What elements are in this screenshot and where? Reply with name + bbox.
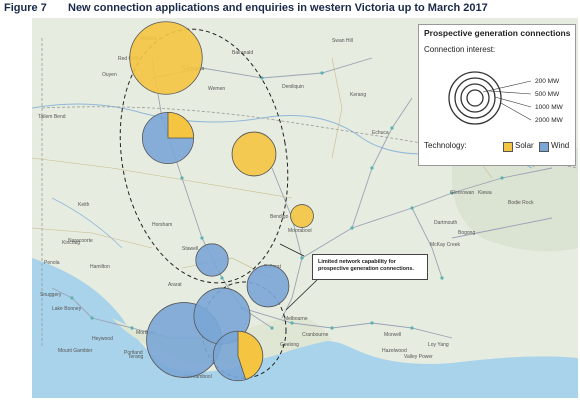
place-label: Bendigo [270, 214, 289, 220]
legend: Prospective generation connections Conne… [418, 24, 576, 166]
legend-solar-label: Solar [515, 141, 534, 150]
place-label: Keith [78, 202, 90, 208]
place-label: Stawell [182, 246, 198, 252]
legend-circle-2000 [448, 71, 502, 125]
legend-subtitle: Connection interest: [424, 45, 496, 54]
place-label: Swan Hill [332, 38, 353, 44]
place-label: Lake Bonney [52, 306, 82, 312]
figure-number: Figure 7 [4, 2, 47, 14]
place-label: Valley Power [404, 354, 433, 360]
legend-size-2000: 2000 MW [535, 117, 563, 124]
map-canvas: MilduraOuyenSwan HillKerangEchucaSheppar… [32, 21, 578, 398]
place-label: Ouyen [102, 72, 117, 78]
figure-title: Figure 7 New connection applications and … [4, 2, 488, 18]
place-label: McKay Creek [430, 242, 461, 248]
connection-bubbles [129, 21, 314, 382]
place-label: Tailem Bend [38, 114, 66, 120]
callout-arrow-north [279, 243, 305, 257]
solar-connection-bubble [231, 131, 277, 177]
ocean [32, 258, 578, 398]
legend-size-1000: 1000 MW [535, 104, 563, 111]
place-label: Red Cliffs [118, 56, 140, 62]
legend-wind-label: Wind [551, 141, 570, 150]
place-label: Snuggery [40, 292, 62, 298]
legend-size-circles [448, 71, 532, 125]
place-label: Wemen [208, 86, 225, 92]
place-label: Hazelwood [382, 348, 407, 354]
place-label: Loy Yang [428, 342, 449, 348]
place-label: Bodie Rock [508, 200, 534, 206]
solar-share-wedge [167, 111, 195, 139]
legend-wind-swatch [539, 142, 549, 152]
place-label: Ararat [168, 282, 182, 288]
place-label: Dartmouth [434, 220, 458, 226]
solar-share-wedge [237, 330, 264, 381]
place-label: Glenrowan [450, 190, 474, 196]
legend-size-200: 200 MW [535, 78, 560, 85]
place-label: Mortlake [136, 330, 155, 336]
place-label: Terang [128, 354, 144, 360]
place-label: Morwell [384, 332, 401, 338]
place-label: Cranbourne [302, 332, 329, 338]
place-label: Kincraig [62, 240, 80, 246]
callout-box: Limited network capability for prospecti… [312, 254, 428, 280]
callout-arrow-south [285, 279, 318, 311]
wind-connection-bubble [195, 243, 229, 277]
place-label: Moorabool [288, 228, 312, 234]
place-label: Echuca [372, 130, 389, 136]
place-label: Portland [124, 350, 143, 356]
place-label: Mount Gambier [58, 348, 93, 354]
legend-circle-500 [460, 83, 490, 113]
place-label: Warrnambool [182, 374, 212, 380]
place-label: Naracoorte [68, 238, 93, 244]
legend-circle-200 [466, 89, 484, 107]
place-label: Geelong [280, 342, 299, 348]
place-label: Hamilton [90, 264, 110, 270]
river [51, 197, 123, 249]
place-label: Kiewa [478, 190, 492, 196]
solar-connection-bubble [129, 21, 203, 95]
place-label: Horsham [152, 222, 172, 228]
legend-technology-label: Technology: [424, 141, 467, 150]
legend-circle-1000 [454, 77, 496, 119]
place-label: Bogong [458, 230, 475, 236]
legend-size-500: 500 MW [535, 91, 560, 98]
place-label: Heywood [92, 336, 113, 342]
figure-caption: New connection applications and enquirie… [68, 2, 488, 14]
solar-connection-bubble [290, 204, 314, 228]
place-label: Melbourne [284, 316, 308, 322]
callout-text: Limited network capability for prospecti… [318, 259, 414, 272]
place-label: Penola [44, 260, 60, 266]
legend-title: Prospective generation connections [424, 28, 571, 38]
legend-solar-swatch [503, 142, 513, 152]
place-label: Deniliquin [282, 84, 304, 90]
place-label: Balranald [232, 50, 253, 56]
map[interactable]: MilduraOuyenSwan HillKerangEchucaSheppar… [32, 18, 578, 398]
place-label: Kerang [350, 92, 366, 98]
wind-connection-bubble [246, 264, 290, 308]
